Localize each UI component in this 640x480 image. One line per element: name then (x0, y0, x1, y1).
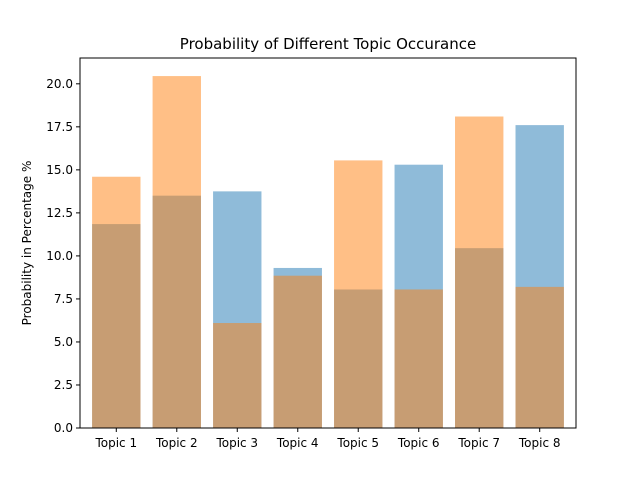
x-tick-label-7: Topic 7 (457, 436, 500, 450)
y-tick-label-8: 17.5 (46, 120, 73, 134)
x-tick-label-5: Topic 5 (336, 436, 379, 450)
y-tick-label-7: 15.0 (46, 163, 73, 177)
bar-series2-4 (273, 275, 322, 428)
bar-series2-6 (394, 289, 443, 428)
bar-series2-5 (334, 160, 383, 428)
y-tick-label-5: 10.0 (46, 249, 73, 263)
x-tick-label-3: Topic 3 (215, 436, 258, 450)
y-tick-label-3: 5.0 (54, 335, 73, 349)
x-tick-label-8: Topic 8 (518, 436, 561, 450)
plot-frame (79, 57, 577, 429)
bar-series2-7 (455, 116, 504, 428)
y-tick-label-4: 7.5 (54, 292, 73, 306)
x-tick-label-4: Topic 4 (276, 436, 319, 450)
y-tick-label-9: 20.0 (46, 77, 73, 91)
y-tick-label-6: 12.5 (46, 206, 73, 220)
x-axis-ticks: Topic 1 Topic 2 Topic 3 Topic 4 Topic 5 Topic… (94, 428, 561, 450)
x-tick-label-1: Topic 1 (94, 436, 137, 450)
x-tick-label-6: Topic 6 (397, 436, 440, 450)
y-axis-label: Probability in Percentage % (20, 161, 34, 326)
bar-series2-2 (152, 76, 201, 428)
bars-layer (92, 76, 564, 429)
y-tick-label-1: 0.0 (54, 421, 73, 435)
bar-series2-1 (92, 176, 141, 428)
y-axis-ticks: 0.0 2.5 5.0 7.5 10.0 12.5 15.0 17.5 20.0 (46, 77, 80, 435)
chart-title: Probability of Different Topic Occurance (180, 35, 476, 53)
bar-series2-8 (515, 286, 564, 428)
x-tick-label-2: Topic 2 (155, 436, 198, 450)
y-tick-label-2: 2.5 (54, 378, 73, 392)
bar-series2-3 (213, 323, 262, 428)
